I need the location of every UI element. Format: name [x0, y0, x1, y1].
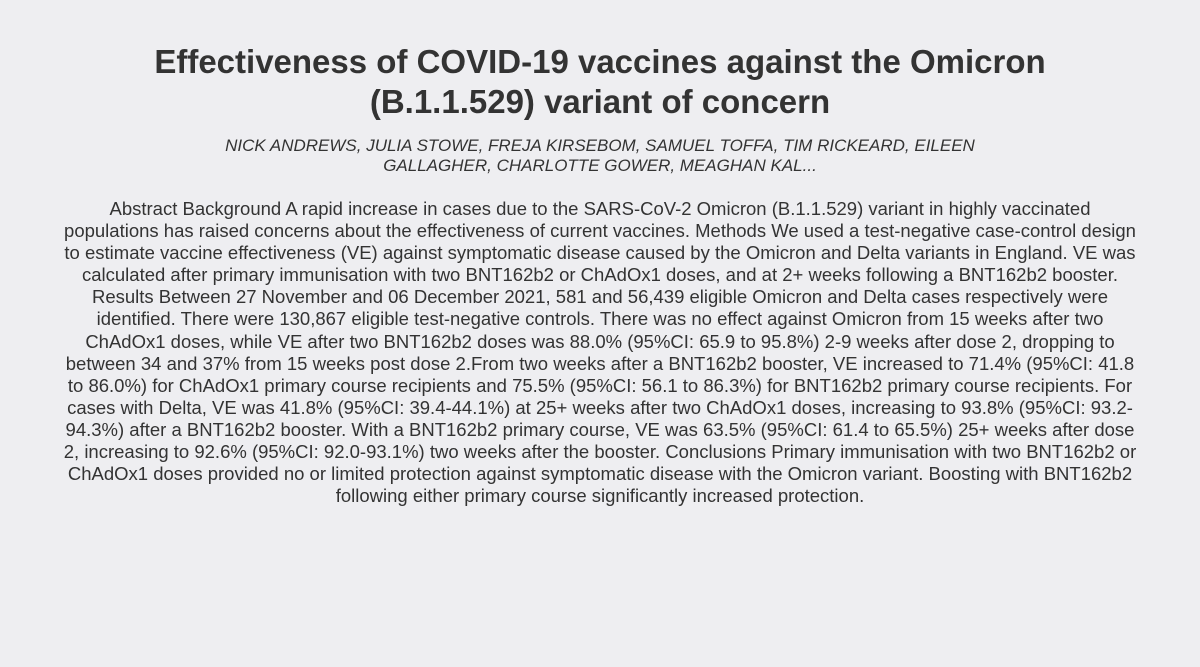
paper-title: Effectiveness of COVID-19 vaccines again…	[154, 43, 1046, 120]
author-list: NICK ANDREWS, JULIA STOWE, FREJA KIRSEBO…	[225, 136, 975, 175]
abstract-text: Abstract Background A rapid increase in …	[63, 198, 1137, 507]
